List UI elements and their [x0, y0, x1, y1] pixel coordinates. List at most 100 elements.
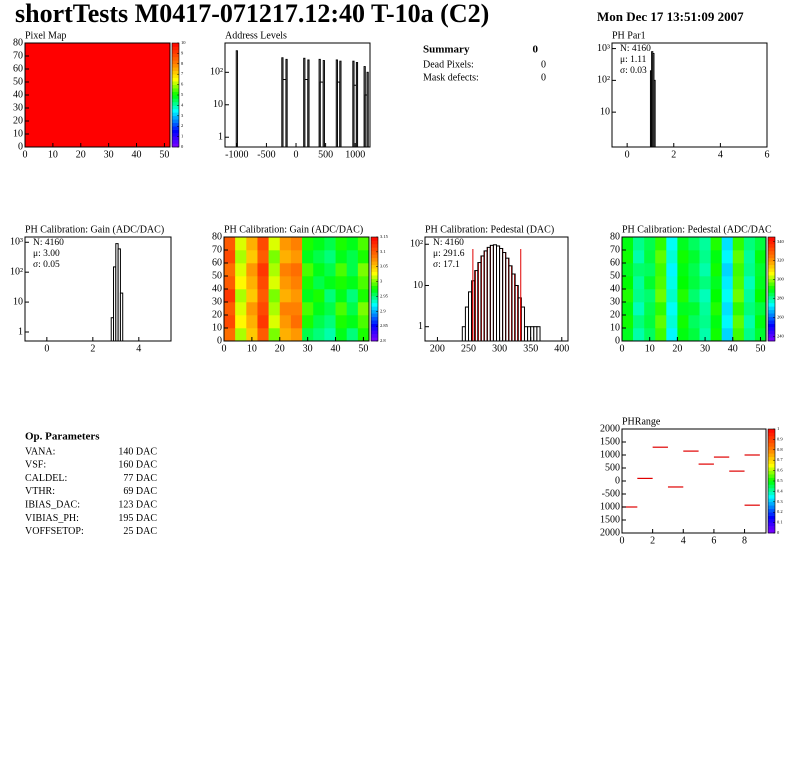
heatmap-cell [754, 302, 767, 316]
chart-title: PHRange [622, 416, 661, 427]
heatmap-cell [324, 328, 336, 342]
op-name: VOFFSETOP: [25, 526, 84, 537]
colorbar-step [371, 320, 378, 324]
heatmap-cell [279, 328, 292, 342]
chart-panel: Address Levels -1000 -500 0 500 1000 1 10 10² [210, 30, 371, 160]
heatmap-cell [290, 237, 303, 251]
colorbar-step [768, 247, 775, 252]
y-tick-label: 0 [18, 141, 23, 152]
heatmap-cell [224, 237, 236, 251]
heatmap-cell [688, 263, 700, 277]
heatmap-cell [677, 289, 689, 303]
colorbar-step [172, 108, 179, 113]
colorbar-step [172, 143, 179, 148]
histogram-bar [322, 60, 325, 148]
op-name: IBIAS_DAC: [25, 499, 80, 510]
colorbar-step [768, 320, 775, 324]
summary-label: Dead Pixels: [423, 59, 474, 70]
z-tick-label: 2.9 [380, 308, 386, 313]
heatmap-cell [710, 276, 722, 290]
heatmap-cell [235, 237, 247, 251]
heatmap-cell [721, 263, 734, 277]
colorbar-step [768, 313, 775, 318]
colorbar-step [172, 56, 179, 61]
heatmap-cell [324, 302, 336, 316]
colorbar-step [371, 250, 378, 255]
colorbar-step [768, 337, 775, 342]
z-tick-label: 300 [777, 277, 785, 282]
colorbar-step [768, 491, 775, 496]
op-value: 69 DAC [123, 486, 157, 497]
heatmap-cell [246, 250, 258, 264]
colorbar-step [172, 46, 179, 51]
heatmap-cell [324, 263, 336, 277]
x-tick-label: 40 [728, 343, 738, 354]
heatmap-cell [655, 289, 667, 303]
y-tick-label: 1 [18, 326, 23, 337]
heatmap-cell [644, 237, 656, 251]
heatmap-cell [235, 315, 247, 329]
colorbar-step [172, 105, 179, 110]
x-tick-label: 0 [620, 535, 625, 546]
page-title: shortTests M0417-071217.12:40 T-10a (C2) [15, 0, 489, 28]
heatmap-cell [290, 263, 303, 277]
y-tick-label: 80 [13, 37, 23, 48]
heatmap-cell [290, 250, 303, 264]
heatmap-cell [313, 302, 325, 316]
y-tick-label: 10² [10, 266, 23, 277]
heatmap-cell [324, 237, 336, 251]
heatmap-cell [644, 250, 656, 264]
colorbar-step [371, 285, 378, 290]
heatmap-cell [279, 315, 292, 329]
heatmap-cell [335, 289, 347, 303]
colorbar-step [768, 429, 775, 433]
colorbar-step [768, 460, 775, 464]
heatmap-cell [688, 315, 700, 329]
heatmap-cell [666, 328, 678, 342]
heatmap-cell [257, 302, 269, 316]
z-tick-label: 2.95 [380, 293, 389, 298]
y-tick-label: 70 [610, 244, 620, 255]
x-tick-label: -1000 [225, 149, 248, 160]
colorbar-step [172, 119, 179, 124]
heatmap-cell [246, 263, 258, 277]
heatmap-cell [721, 289, 734, 303]
colorbar-step [768, 501, 775, 506]
heatmap-cell [246, 276, 258, 290]
colorbar-step [172, 84, 179, 89]
x-tick-label: 40 [132, 149, 142, 160]
y-tick-label: 10 [600, 106, 610, 117]
colorbar-step [768, 278, 775, 283]
heatmap-cell [699, 289, 711, 303]
heatmap-cell [357, 328, 370, 342]
colorbar-step [768, 508, 775, 513]
heatmap-cell [302, 250, 314, 264]
heatmap-cell [313, 250, 325, 264]
colorbar-step [768, 453, 775, 458]
stats-line: N: 4160 [33, 238, 64, 248]
colorbar-step [371, 254, 378, 259]
heatmap-cell [666, 276, 678, 290]
heatmap-cell [732, 289, 745, 303]
x-tick-label: 50 [159, 149, 169, 160]
x-tick-label: 4 [718, 149, 723, 160]
z-tick-label: 3 [181, 113, 184, 118]
x-tick-label: 6 [711, 535, 716, 546]
colorbar-step [768, 257, 775, 262]
x-tick-label: 300 [492, 343, 507, 354]
heatmap-cell [279, 289, 292, 303]
heatmap-cell [754, 289, 767, 303]
heatmap-cell [235, 250, 247, 264]
chart-panel: PHRange 0 2 4 6 8 2000 1500 1000 500 0 -500 1000 1500… [600, 416, 783, 546]
colorbar-step [768, 289, 775, 293]
x-tick-label: 50 [358, 343, 368, 354]
y-tick-label: 40 [610, 283, 620, 294]
y-tick-label: 50 [610, 270, 620, 281]
heatmap-cell [357, 250, 370, 264]
heatmap-cell [257, 328, 269, 342]
heatmap-cell [246, 315, 258, 329]
heatmap-cell [279, 302, 292, 316]
y-tick-label: 500 [605, 462, 620, 473]
